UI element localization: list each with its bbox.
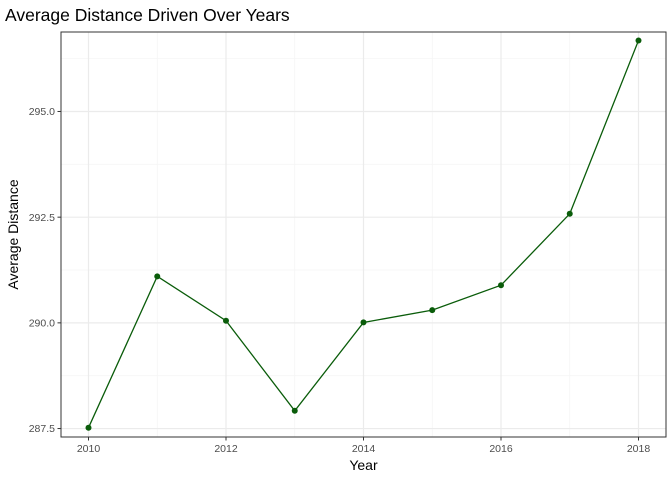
y-tick-label: 287.5 [29, 423, 55, 435]
axes: 2010 2012 2014 2016 2018 287.5 290.0 292.5 295.0 [29, 106, 651, 455]
data-point [498, 282, 504, 289]
data-point [154, 273, 161, 280]
x-tick-label: 2014 [352, 443, 376, 455]
data-point [566, 210, 573, 217]
data-point [429, 307, 436, 314]
x-tick-label: 2018 [627, 443, 651, 455]
data-point [635, 37, 642, 44]
chart-title: Average Distance Driven Over Years [5, 5, 290, 25]
y-tick-label: 295.0 [29, 106, 55, 118]
data-point [85, 424, 92, 431]
y-tick-label: 292.5 [29, 212, 55, 224]
y-axis-title: Average Distance [5, 179, 21, 289]
data-series [85, 37, 642, 431]
x-tick-label: 2016 [489, 443, 513, 455]
y-tick-label: 290.0 [29, 318, 55, 330]
data-point [291, 407, 298, 414]
x-axis-title: Year [349, 457, 378, 473]
data-point [360, 319, 367, 326]
data-point [223, 317, 229, 324]
x-tick-label: 2012 [214, 443, 238, 455]
x-tick-label: 2010 [77, 443, 101, 455]
major-gridlines [61, 32, 666, 437]
